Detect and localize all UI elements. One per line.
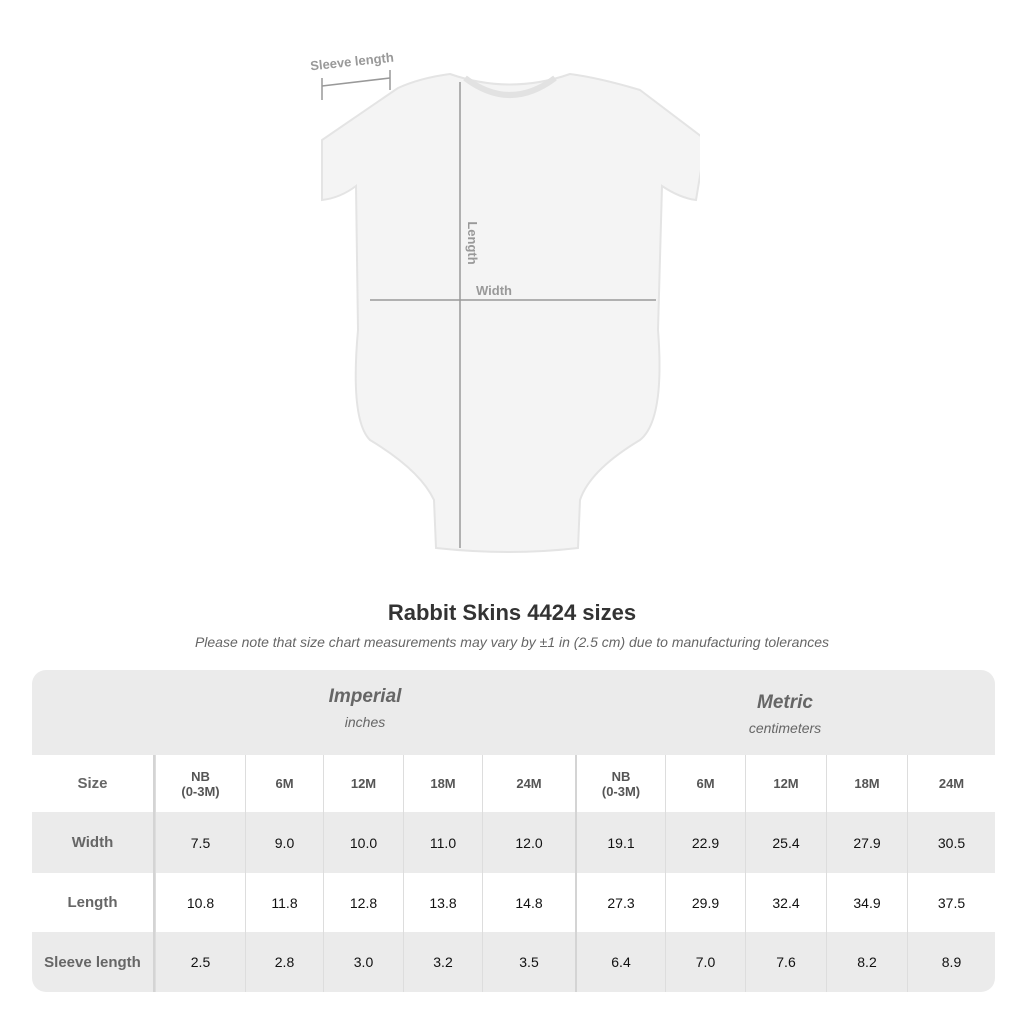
table-cell: 11.0 <box>403 812 482 873</box>
row-label: Width <box>32 812 155 873</box>
table-cell: 7.0 <box>665 932 745 992</box>
table-cell: 2.5 <box>155 932 245 992</box>
size-header-cell: 6M <box>665 755 745 812</box>
imperial-group: Imperial inches <box>155 686 575 730</box>
table-cell: 34.9 <box>826 873 907 932</box>
size-header-cell: 12M <box>323 755 403 812</box>
table-cell: 3.2 <box>403 932 482 992</box>
size-header-cell: 18M <box>826 755 907 812</box>
table-cell: 3.0 <box>323 932 403 992</box>
table-cell: 7.6 <box>745 932 826 992</box>
table-cell: 8.9 <box>907 932 995 992</box>
size-header-cell: NB (0-3M) <box>155 755 245 812</box>
table-row: Sleeve length 2.5 2.8 3.0 3.2 3.5 6.4 7.0 7.6 8.2… <box>32 932 995 992</box>
table-row: Length 10.8 11.8 12.8 13.8 14.8 27.3 29.9 32.4 34… <box>32 873 995 932</box>
size-header-cell: 24M <box>907 755 995 812</box>
length-label: Length <box>465 221 480 264</box>
table-cell: 14.8 <box>482 873 575 932</box>
table-cell: 37.5 <box>907 873 995 932</box>
table-cell: 27.9 <box>826 812 907 873</box>
table-cell: 3.5 <box>482 932 575 992</box>
metric-unit: centimeters <box>748 720 822 736</box>
row-label: Length <box>32 873 155 932</box>
table-cell: 27.3 <box>575 873 665 932</box>
size-table: Imperial inches Metric centimeters Size N… <box>32 670 995 992</box>
size-header-cell: 6M <box>245 755 323 812</box>
size-header-cell: NB (0-3M) <box>575 755 665 812</box>
table-row: Width 7.5 9.0 10.0 11.0 12.0 19.1 22.9 25.4 27.9 3… <box>32 812 995 873</box>
table-cell: 12.0 <box>482 812 575 873</box>
table-cell: 10.0 <box>323 812 403 873</box>
table-cell: 19.1 <box>575 812 665 873</box>
imperial-unit: inches <box>344 714 386 730</box>
size-label: Size <box>32 755 155 812</box>
size-header-cell: 12M <box>745 755 826 812</box>
chart-title: Rabbit Skins 4424 sizes <box>387 600 637 625</box>
sleeve-arrow <box>321 77 391 87</box>
imperial-title: Imperial <box>328 686 402 707</box>
width-label: Width <box>476 283 512 298</box>
table-cell: 30.5 <box>907 812 995 873</box>
tolerance-note: Please note that size chart measurements… <box>194 634 830 650</box>
bodysuit-diagram: Sleeve length Length Width <box>309 50 700 553</box>
table-cell: 9.0 <box>245 812 323 873</box>
table-cell: 7.5 <box>155 812 245 873</box>
table-cell: 11.8 <box>245 873 323 932</box>
metric-title: Metric <box>757 692 813 713</box>
size-header-cell: 24M <box>482 755 575 812</box>
collar <box>463 75 557 98</box>
bodysuit-shape <box>321 72 700 553</box>
table-cell: 2.8 <box>245 932 323 992</box>
table-cell: 10.8 <box>155 873 245 932</box>
table-cell: 6.4 <box>575 932 665 992</box>
sleeve-length-label: Sleeve length <box>309 50 394 74</box>
size-header-cell: 18M <box>403 755 482 812</box>
table-cell: 12.8 <box>323 873 403 932</box>
table-cell: 22.9 <box>665 812 745 873</box>
size-header-row: Size NB (0-3M) 6M 12M 18M 24M NB (0-3M) 6M 12M 18… <box>32 755 995 812</box>
table-cell: 13.8 <box>403 873 482 932</box>
table-cell: 32.4 <box>745 873 826 932</box>
table-cell: 29.9 <box>665 873 745 932</box>
table-cell: 25.4 <box>745 812 826 873</box>
metric-group: Metric centimeters <box>575 692 995 736</box>
row-label: Sleeve length <box>32 932 155 992</box>
unit-header: Imperial inches Metric centimeters <box>32 670 995 755</box>
table-cell: 8.2 <box>826 932 907 992</box>
